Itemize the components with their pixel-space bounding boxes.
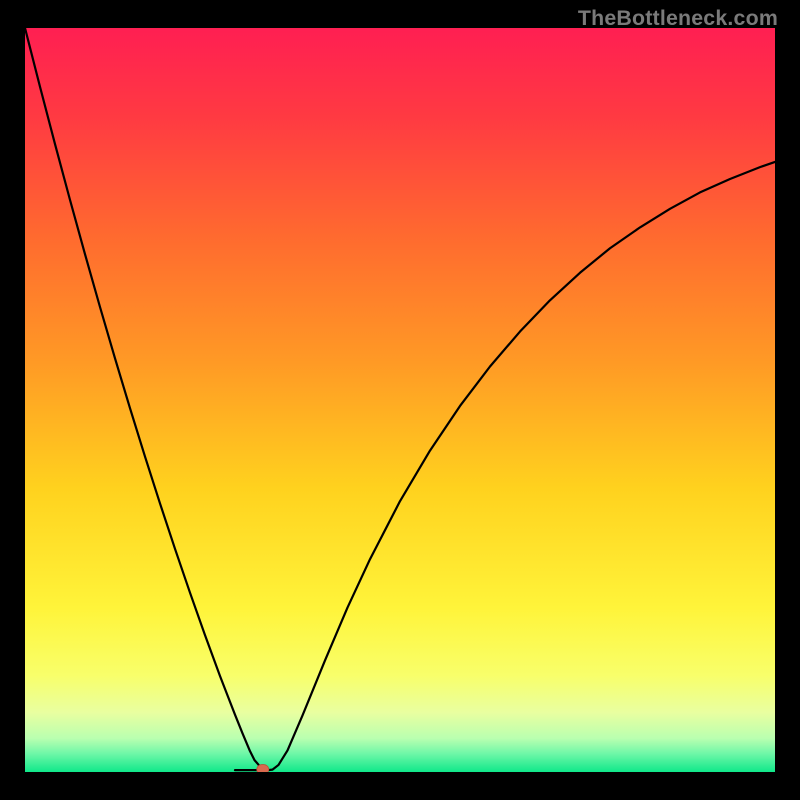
gradient-background [25,28,775,772]
chart-svg [25,28,775,772]
optimal-point-marker [257,765,269,772]
chart-frame: TheBottleneck.com [0,0,800,800]
plot-area [25,28,775,772]
